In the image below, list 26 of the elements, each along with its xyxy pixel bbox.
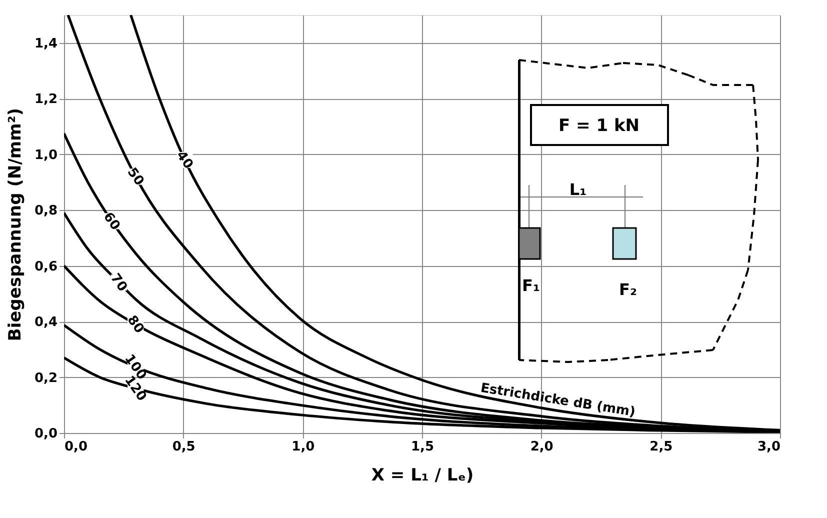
y-tick-label: 1,0 [34,148,58,163]
y-tick-label: 0,6 [34,259,58,274]
x-tick-label: 0,5 [172,440,196,454]
annotation: L₁ [569,180,587,199]
x-axis-title: X = L₁ / Lₑ) [371,466,474,486]
x-tick-label: 3,0 [757,440,780,454]
annotation: F = 1 kN [558,116,640,136]
y-tick-label: 0,2 [34,370,58,386]
series-label: 80 [124,312,147,336]
y-tick-label: 1,4 [34,36,58,52]
annotation: F₂ [619,280,637,299]
series-label: 50 [124,165,147,189]
x-tick-label: 1,5 [410,440,434,454]
y-tick-label: 0,8 [34,204,58,219]
y-axis-title: Biegespannung (N/mm²) [5,108,26,342]
x-tick-label: 1,0 [292,440,315,454]
x-tick-label: 2,5 [650,440,673,454]
series-label: 60 [100,210,123,234]
y-tick-label: 1,2 [34,92,58,108]
series-label: 40 [173,148,196,172]
y-tick-label: 0,0 [34,426,58,442]
x-tick-label: 0,0 [64,440,88,454]
series-label: 70 [107,271,130,295]
x-tick-label: 2,0 [530,440,554,454]
annotation: F₁ [522,276,540,295]
y-tick-label: 0,4 [34,315,58,330]
